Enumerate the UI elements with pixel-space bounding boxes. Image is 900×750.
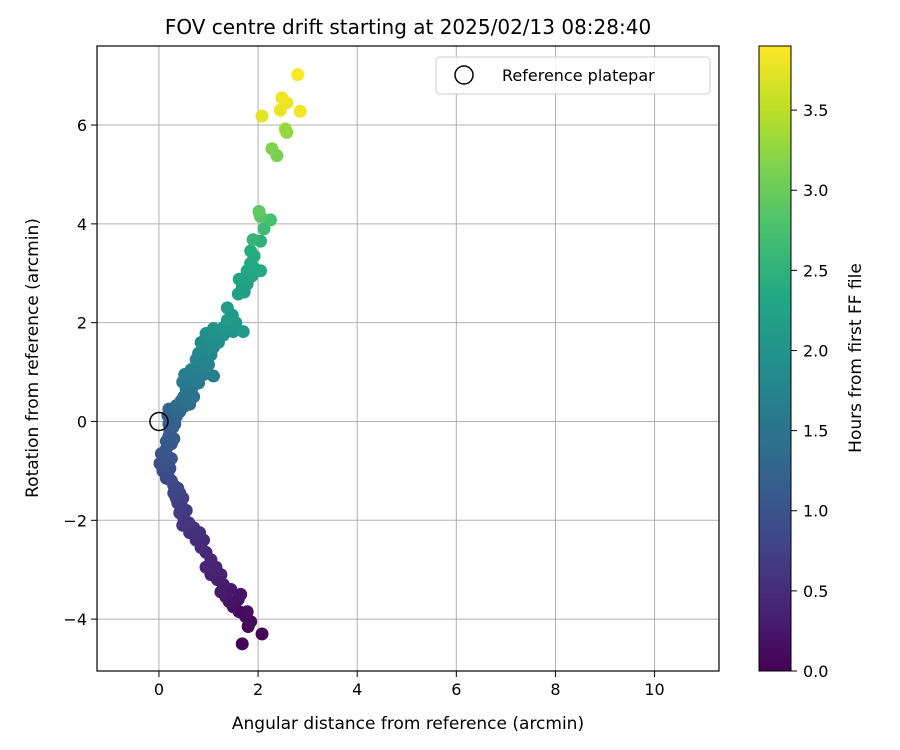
- data-point: [220, 313, 234, 327]
- data-point: [263, 213, 277, 227]
- data-point: [220, 301, 234, 315]
- data-point: [234, 587, 248, 601]
- data-point: [254, 264, 268, 278]
- chart-title: FOV centre drift starting at 2025/02/13 …: [165, 15, 651, 39]
- x-tick-label: 2: [253, 680, 263, 699]
- x-axis-ticks: 0 2 4 6 8 10: [154, 671, 665, 699]
- data-point: [184, 363, 198, 377]
- colorbar-tick-label: 2.0: [803, 341, 828, 360]
- reference-marker-layer: [149, 411, 169, 432]
- data-point: [244, 244, 258, 258]
- data-point: [265, 142, 279, 156]
- legend: Reference platepar: [435, 56, 711, 95]
- x-tick-label: 8: [550, 680, 560, 699]
- colorbar: [758, 45, 792, 672]
- data-point: [236, 325, 250, 339]
- data-point: [206, 369, 220, 383]
- y-tick-label: 0: [77, 412, 87, 431]
- data-point: [255, 109, 269, 123]
- data-point: [246, 233, 260, 247]
- legend-box: [435, 56, 711, 95]
- x-tick-label: 6: [451, 680, 461, 699]
- colorbar-ticks: 0.0 0.5 1.0 1.5 2.0 2.5 3.0 3.5: [791, 101, 828, 681]
- plot-frame: [96, 45, 720, 672]
- legend-entry-reference: Reference platepar: [502, 66, 655, 85]
- data-point: [206, 322, 220, 336]
- y-tick-label: 2: [77, 314, 87, 333]
- y-axis-label: Rotation from reference (arcmin): [23, 218, 43, 498]
- y-tick-label: 6: [77, 116, 87, 135]
- data-point: [232, 272, 246, 286]
- colorbar-tick-label: 1.0: [803, 502, 828, 521]
- reference-platepar-marker: [149, 411, 169, 432]
- data-point: [255, 627, 269, 641]
- data-point: [278, 122, 292, 136]
- grid: [97, 46, 719, 671]
- colorbar-tick-label: 1.5: [803, 422, 828, 441]
- data-point: [252, 205, 266, 219]
- x-tick-label: 4: [352, 680, 362, 699]
- data-point: [163, 461, 177, 475]
- scatter-points: [153, 68, 307, 651]
- data-point: [235, 637, 249, 651]
- colorbar-tick-label: 3.5: [803, 101, 828, 120]
- x-tick-label: 0: [154, 680, 164, 699]
- colorbar-tick-label: 0.0: [803, 662, 828, 681]
- y-tick-label: 4: [77, 215, 87, 234]
- y-tick-label: −4: [63, 610, 87, 629]
- data-point: [291, 68, 305, 82]
- y-tick-label: −2: [63, 511, 87, 530]
- data-point: [275, 91, 289, 105]
- legend-marker-reference: [454, 65, 474, 85]
- colorbar-tick-label: 3.0: [803, 181, 828, 200]
- colorbar-label: Hours from first FF file: [846, 263, 866, 453]
- x-tick-label: 10: [644, 680, 664, 699]
- y-axis-ticks: −4 −2 0 2 4 6: [63, 116, 97, 629]
- data-point: [164, 452, 178, 466]
- colorbar-tick-label: 2.5: [803, 261, 828, 280]
- x-axis-label: Angular distance from reference (arcmin): [232, 714, 584, 734]
- data-point: [240, 605, 254, 619]
- colorbar-tick-label: 0.5: [803, 582, 828, 601]
- data-point: [293, 104, 307, 118]
